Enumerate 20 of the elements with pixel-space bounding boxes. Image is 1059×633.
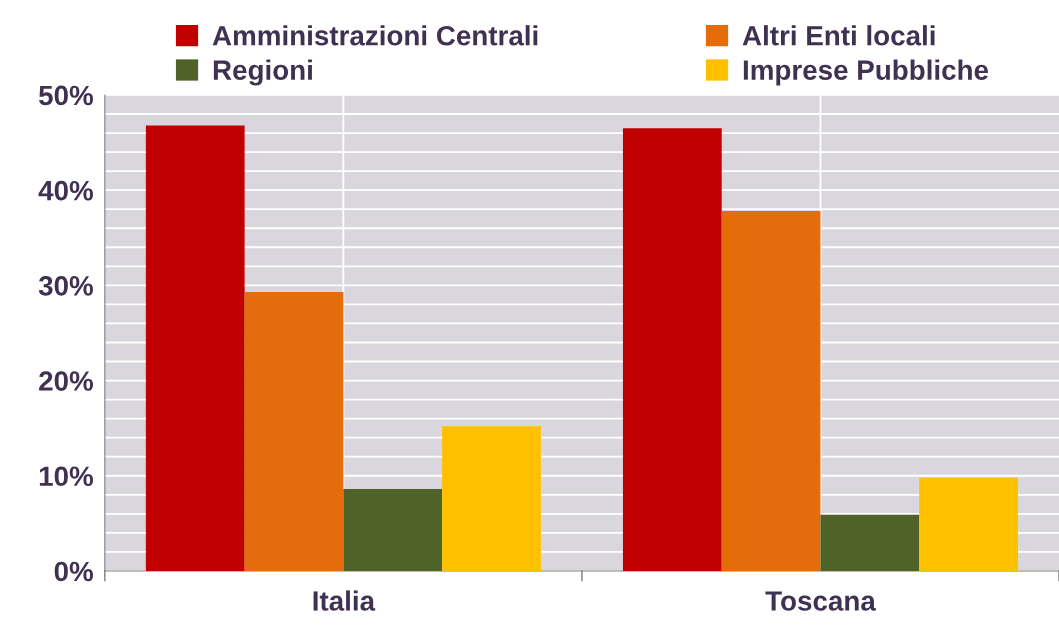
- y-tick-label: 0%: [54, 561, 93, 582]
- bar: [343, 489, 443, 571]
- legend-label: Regioni: [213, 59, 312, 86]
- bar: [721, 211, 821, 571]
- y-tick-label: 10%: [39, 466, 93, 487]
- x-tick-label: Italia: [313, 590, 376, 611]
- legend-label: Altri Enti locali: [742, 25, 935, 46]
- bar: [145, 125, 245, 571]
- x-tick-label: Toscana: [765, 591, 876, 611]
- bar: [622, 128, 722, 571]
- y-tick-label: 50%: [38, 85, 93, 106]
- bar: [919, 477, 1018, 571]
- y-tick-label: 30%: [38, 276, 93, 296]
- legend-label: Amministrazioni Centrali: [212, 25, 538, 46]
- bar: [244, 292, 344, 571]
- bar: [442, 426, 541, 571]
- y-tick-label: 40%: [38, 180, 93, 201]
- y-tick-label: 20%: [39, 371, 93, 391]
- bar: [820, 514, 920, 571]
- legend-label: Imprese Pubbliche: [743, 59, 989, 86]
